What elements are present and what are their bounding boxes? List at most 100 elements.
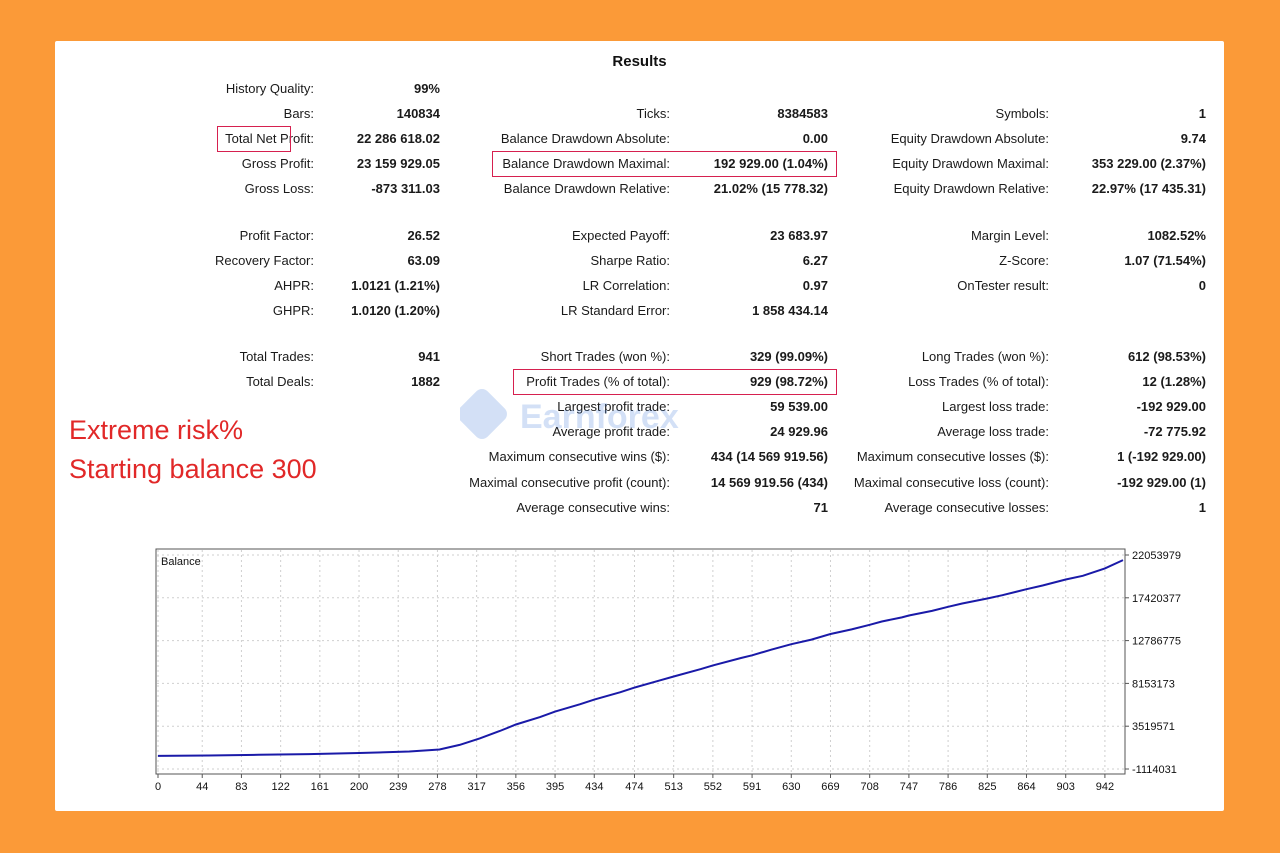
x-tick-label: 942 [1096,781,1114,793]
y-tick-label: 8153173 [1132,678,1175,690]
highlight-box [492,151,837,177]
col2-label-7: LR Standard Error: [560,303,670,318]
col1-label-9: Total Trades: [239,349,314,364]
col1-value-0: 99% [413,81,440,96]
chart-grid [157,550,1124,773]
y-tick-label: 17420377 [1132,593,1181,605]
x-tick-label: 356 [507,781,525,793]
col2-label-2: Balance Drawdown Maximal: [502,156,670,171]
x-tick-label: 864 [1017,781,1035,793]
col1-label-5: Profit Factor: [239,228,314,243]
x-tick-label: 395 [546,781,564,793]
col1-value-8: 1.0120 (1.20%) [351,303,440,318]
x-tick-label: 513 [664,781,682,793]
col1-value-3: 23 159 929.05 [356,156,440,171]
col2-label-4: Expected Payoff: [571,228,670,243]
col2-value-4: 23 683.97 [770,228,828,243]
col3-value-10: -72 775.92 [1143,424,1206,439]
y-tick-label: 12786775 [1132,636,1181,648]
col3-value-13: 1 [1198,500,1206,515]
x-tick-label: 825 [978,781,996,793]
col3-label-0: Symbols: [995,106,1049,121]
col3-label-2: Equity Drawdown Maximal: [892,156,1049,171]
col1-label-10: Total Deals: [246,374,314,389]
col3-value-9: -192 929.00 [1136,399,1206,414]
col2-value-3: 21.02% (15 778.32) [713,181,828,196]
chart-title: Balance [161,556,201,568]
col2-label-10: Largest profit trade: [557,399,670,414]
x-tick-label: 552 [704,781,722,793]
x-tick-label: 786 [939,781,957,793]
balance-chart: Balance 0 44 83 122 161 200 239 278 317 356 395 434… [155,548,1181,793]
x-tick-label: 708 [861,781,879,793]
y-tick-label: 3519571 [1132,721,1175,733]
col2-label-13: Maximal consecutive profit (count): [469,475,670,490]
col3-value-1: 9.74 [1180,131,1206,146]
y-tick-label: 22053979 [1132,550,1181,562]
col2-value-1: 0.00 [802,131,828,146]
col1-label-2: Total Net Profit: [225,131,314,146]
col2-value-0: 8384583 [777,106,828,121]
col1-value-1: 140834 [396,106,440,121]
note-starting-balance: Starting balance 300 [69,454,317,484]
col1-value-10: 1882 [411,374,440,389]
col1-value-2: 22 286 618.02 [356,131,440,146]
col3-value-11: 1 (-192 929.00) [1117,449,1206,464]
x-tick-label: 44 [196,781,208,793]
col3-value-5: 1.07 (71.54%) [1124,253,1206,268]
col1-label-7: AHPR: [274,278,314,293]
col3-value-2: 353 229.00 (2.37%) [1091,156,1206,171]
col1-value-6: 63.09 [407,253,440,268]
x-tick-label: 630 [782,781,800,793]
col3-label-12: Maximal consecutive loss (count): [853,475,1049,490]
col3-value-3: 22.97% (17 435.31) [1091,181,1206,196]
x-tick-label: 474 [625,781,643,793]
col2-value-6: 0.97 [802,278,828,293]
col2-label-8: Short Trades (won %): [540,349,670,364]
col1-label-8: GHPR: [272,303,314,318]
col3-label-3: Equity Drawdown Relative: [893,181,1049,196]
x-tick-label: 317 [467,781,485,793]
col2-label-1: Balance Drawdown Absolute: [500,131,670,146]
col3-value-7: 612 (98.53%) [1127,349,1206,364]
note-extreme-risk: Extreme risk% [69,415,244,445]
col2-label-3: Balance Drawdown Relative: [503,181,670,196]
col3-label-5: Z-Score: [999,253,1049,268]
col2-value-7: 1 858 434.14 [752,303,828,318]
col2-value-14: 71 [813,500,828,515]
x-tick-label: 747 [900,781,918,793]
x-tick-label: 122 [271,781,289,793]
col3-value-8: 12 (1.28%) [1142,374,1206,389]
highlight-box [513,369,837,395]
col3-label-9: Largest loss trade: [942,399,1049,414]
col1-label-4: Gross Loss: [244,181,314,196]
x-tick-label: 200 [350,781,368,793]
col2-value-8: 329 (99.09%) [749,349,828,364]
col2-value-9: 929 (98.72%) [749,374,828,389]
col2-label-5: Sharpe Ratio: [590,253,671,268]
results-title: Results [612,53,667,70]
col1-label-6: Recovery Factor: [215,253,314,268]
col2-value-2: 192 929.00 (1.04%) [713,156,828,171]
col3-value-0: 1 [1198,106,1206,121]
y-axis-ticks: 22053979 17420377 12786775 8153173 3519571 -1… [1125,550,1181,776]
col2-value-11: 24 929.96 [770,424,828,439]
x-axis-ticks: 0 44 83 122 161 200 239 278 317 356 395 434 474 513 55… [155,774,1114,793]
col2-label-9: Profit Trades (% of total): [526,374,670,389]
x-tick-label: 83 [235,781,247,793]
x-tick-label: 278 [428,781,446,793]
results-panel: Results History Quality: 99% Bars: 140834 To… [55,41,1224,811]
col3-value-4: 1082.52% [1147,228,1206,243]
col2-label-12: Maximum consecutive wins ($): [488,449,670,464]
col1-label-3: Gross Profit: [241,156,314,171]
x-tick-label: 591 [743,781,761,793]
col3-label-8: Loss Trades (% of total): [908,374,1049,389]
balance-line [157,559,1124,757]
x-tick-label: 434 [585,781,603,793]
x-tick-label: 669 [821,781,839,793]
x-tick-label: 161 [311,781,329,793]
col3-value-6: 0 [1198,278,1206,293]
col1-label-0: History Quality: [225,81,314,96]
col1-value-4: -873 311.03 [371,181,440,196]
col3-label-11: Maximum consecutive losses ($): [856,449,1049,464]
